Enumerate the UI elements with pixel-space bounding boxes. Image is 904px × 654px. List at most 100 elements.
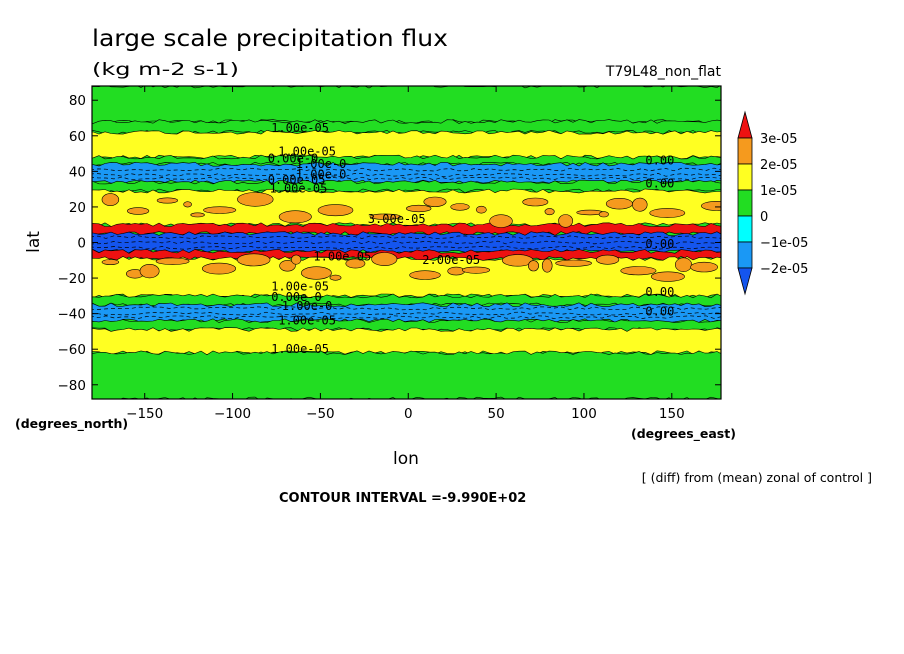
contour-label: 1.00e-05 (271, 280, 329, 294)
y-tick-label: 20 (69, 200, 86, 216)
chart-subtitle-units: (kg m-2 s-1) (92, 60, 239, 80)
patch-0-5 (203, 206, 237, 214)
y-tick-label: −80 (58, 378, 87, 394)
contour-dashed-0 (92, 167, 721, 172)
patch-0-14 (489, 214, 513, 228)
patch-0-17 (558, 214, 573, 228)
contour-label: 0.00 (645, 285, 674, 299)
patch-1-0 (101, 259, 120, 265)
colorbar-cell (737, 241, 753, 269)
comparison-note: [ (diff) from (mean) zonal of control ] (642, 470, 872, 485)
contour-label: 1.00e-0 (296, 157, 347, 171)
colorbar-label: −1e-05 (760, 236, 808, 251)
colorbar-top-arrow (737, 110, 753, 139)
contour-interval-text: CONTOUR INTERVAL =-9.990E+02 (279, 491, 526, 506)
y-tick-label: −20 (58, 271, 87, 287)
contour-dashed-5 (92, 315, 721, 320)
band-3 (92, 154, 721, 167)
patch-1-23 (690, 261, 719, 273)
contour-label: 1.00e-0 (282, 299, 333, 313)
y-tick-label: 80 (69, 93, 86, 109)
patch-1-9 (329, 274, 342, 281)
colorbar-cell (737, 163, 753, 191)
patch-0-13 (475, 205, 487, 214)
patch-1-3 (155, 257, 190, 265)
band-4 (92, 161, 721, 185)
y-tick-label: −40 (58, 307, 87, 323)
patch-1-12 (409, 270, 441, 280)
patch-1-14 (461, 266, 490, 274)
contour-label: 2.00e-05 (422, 253, 480, 267)
patch-1-20 (620, 266, 657, 276)
x-tick-label: 0 (404, 406, 413, 422)
contour-lines (92, 167, 721, 320)
band-13 (92, 318, 721, 332)
patch-0-2 (156, 197, 178, 204)
contour-dashed-2 (92, 176, 721, 181)
x-axis-label: lon (393, 449, 419, 469)
contour-label: 1.00e-05 (271, 121, 329, 135)
contour-labels: 1.00e-051.00e-050.00e-01.00e-01.00e-00.0… (268, 121, 675, 356)
contour-dashed-8 (92, 245, 721, 250)
patch-1-7 (291, 254, 302, 265)
band-1 (92, 119, 721, 135)
patch-0-6 (237, 192, 274, 207)
contour-dashed-3 (92, 306, 721, 311)
contour-dashed-4 (92, 311, 721, 316)
plot-area: 1.00e-051.00e-050.00e-01.00e-01.00e-00.0… (92, 86, 721, 399)
contour-dashed-7 (92, 240, 721, 245)
patch-0-21 (632, 197, 648, 212)
contour-label: 0.00 (645, 153, 674, 167)
x-tick-label: −100 (214, 406, 251, 422)
patch-0-19 (598, 211, 609, 218)
colorbar-label: −2e-05 (760, 262, 808, 277)
band-2 (92, 129, 721, 160)
patch-1-17 (541, 258, 553, 273)
x-tick-label: −50 (306, 406, 335, 422)
patch-0-1 (127, 207, 150, 215)
contour-label: 0.00e-05 (268, 173, 326, 187)
y-axis-units: (degrees_north) (15, 416, 128, 432)
y-axis-ticks: 80 60 40 20 0 −20 −40 −60 −80 (58, 93, 721, 394)
patch-0-7 (278, 210, 312, 224)
patch-1-21 (650, 271, 685, 282)
colorbar-label: 2e-05 (760, 158, 798, 173)
chart-title: large scale precipitation flux (92, 26, 448, 52)
contour-label: 3.00e-05 (368, 212, 426, 226)
contour-dashed-1 (92, 173, 721, 177)
patch-1-16 (527, 260, 539, 272)
irregular-patches (101, 192, 721, 282)
band-12 (92, 302, 721, 324)
band-14 (92, 327, 721, 356)
patch-1-13 (447, 266, 466, 276)
colorbar-label: 1e-05 (760, 184, 798, 199)
y-tick-label: 40 (69, 164, 86, 180)
colorbar-label: 3e-05 (760, 132, 798, 147)
patch-0-11 (423, 196, 447, 207)
patch-1-6 (279, 260, 296, 272)
colorbar-label: 0 (760, 210, 768, 225)
colorbar-cell (737, 137, 753, 165)
contour-label: 0.00e-0 (268, 152, 319, 166)
patch-1-10 (345, 258, 366, 269)
band-15 (92, 350, 721, 399)
contour-label: 1.00e-05 (313, 249, 371, 263)
x-tick-label: 50 (488, 406, 505, 422)
patch-0-16 (544, 208, 555, 216)
patch-0-4 (190, 212, 205, 218)
patch-1-19 (595, 254, 620, 265)
patch-1-18 (555, 259, 592, 267)
patch-1-5 (237, 253, 271, 267)
patch-1-11 (371, 252, 398, 266)
x-axis-ticks: −150 −100 −50 0 50 100 150 (126, 86, 685, 422)
patch-1-4 (202, 262, 237, 275)
contour-label: 0.00 (645, 304, 674, 318)
patch-0-15 (522, 197, 549, 207)
contour-label: 0.00e-0 (271, 290, 322, 304)
patch-0-8 (317, 204, 354, 217)
y-tick-label: 60 (69, 129, 86, 145)
patch-1-2 (139, 264, 160, 279)
patch-0-9 (369, 213, 401, 220)
contour-label: 1.00e-05 (271, 342, 329, 356)
y-axis-label: lat (24, 231, 44, 253)
